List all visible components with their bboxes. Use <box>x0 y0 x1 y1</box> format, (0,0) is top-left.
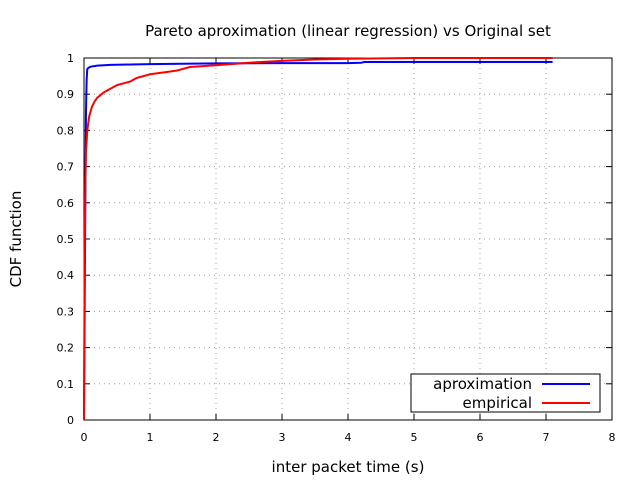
x-tick-label: 5 <box>411 431 418 444</box>
x-tick-label: 2 <box>213 431 220 444</box>
x-tick-label: 0 <box>81 431 88 444</box>
x-tick-label: 3 <box>279 431 286 444</box>
series-line-aproximation <box>83 60 553 421</box>
x-tick-label: 8 <box>609 431 616 444</box>
y-tick-label: 0.3 <box>57 305 75 318</box>
legend: aproximation empirical <box>410 373 601 413</box>
y-tick-label: 1 <box>67 52 74 65</box>
x-axis-label: inter packet time (s) <box>272 458 425 476</box>
x-tick-label: 6 <box>477 431 484 444</box>
legend-box <box>410 373 601 413</box>
y-tick-label: 0 <box>67 414 74 427</box>
series-layer <box>83 57 553 421</box>
y-tick-label: 0.2 <box>57 342 75 355</box>
y-tick-label: 0.5 <box>57 233 75 246</box>
y-tick-label: 0.7 <box>57 161 75 174</box>
y-tick-label: 0.9 <box>57 88 75 101</box>
chart-title: Pareto aproximation (linear regression) … <box>145 22 551 40</box>
x-tick-label: 1 <box>147 431 154 444</box>
y-tick-label: 0.8 <box>57 124 75 137</box>
grid <box>84 58 612 420</box>
x-tick-label: 7 <box>543 431 550 444</box>
x-tick-label: 4 <box>345 431 352 444</box>
legend-label-empirical: empirical <box>463 394 532 412</box>
y-tick-label: 0.6 <box>57 197 75 210</box>
axis-ticks: 0 1 2 3 4 5 6 7 8 0 0.1 0.2 0.3 0.4 0.5 0.6 0.7 0.8 0.9 1 <box>57 52 616 444</box>
y-tick-label: 0.4 <box>57 269 75 282</box>
legend-label-aproximation: aproximation <box>433 375 532 393</box>
y-tick-label: 0.1 <box>57 378 75 391</box>
series-line-empirical <box>83 57 553 421</box>
y-axis-label: CDF function <box>7 191 25 288</box>
